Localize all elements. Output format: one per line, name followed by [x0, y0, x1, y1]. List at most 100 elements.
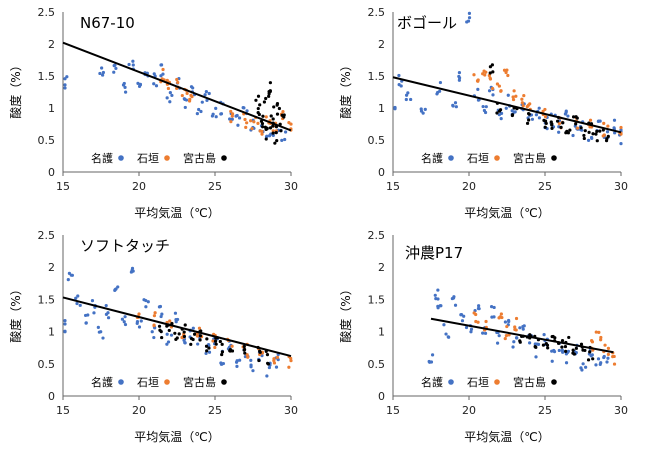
data-point — [168, 100, 172, 104]
data-point — [265, 374, 269, 378]
data-point — [189, 93, 193, 97]
data-point — [193, 332, 197, 336]
data-point — [63, 77, 67, 81]
data-point — [205, 98, 209, 102]
data-point — [564, 349, 568, 354]
data-point — [246, 355, 250, 359]
data-point — [271, 124, 275, 128]
data-point — [272, 361, 277, 365]
data-point — [139, 319, 143, 323]
data-point — [271, 129, 275, 133]
data-point — [484, 70, 488, 74]
data-point — [230, 344, 234, 348]
y-tick-label: 0 — [378, 166, 385, 179]
data-point — [404, 93, 409, 97]
x-tick-label: 15 — [56, 404, 70, 417]
data-point — [176, 80, 180, 85]
data-point — [213, 339, 218, 343]
data-point — [469, 327, 474, 331]
data-point — [613, 131, 617, 135]
data-point — [214, 342, 218, 346]
data-point — [606, 352, 610, 356]
data-point — [495, 82, 500, 86]
data-point — [235, 113, 239, 118]
data-point — [258, 103, 262, 107]
x-axis-label: 平均気温（℃） — [134, 429, 219, 444]
data-point — [182, 330, 186, 334]
data-point — [491, 86, 495, 91]
data-point — [574, 346, 578, 350]
data-point — [533, 342, 537, 346]
data-point — [180, 93, 184, 98]
data-point — [513, 325, 517, 329]
data-point — [84, 321, 88, 325]
data-point — [584, 365, 588, 369]
data-point — [527, 112, 531, 116]
data-point — [106, 316, 111, 320]
data-point — [281, 109, 285, 114]
data-point — [511, 97, 516, 102]
data-point — [476, 320, 480, 324]
legend-label: 名護 — [421, 375, 443, 389]
data-point — [160, 312, 164, 316]
data-point — [260, 121, 265, 126]
data-point — [397, 73, 401, 78]
data-point — [575, 126, 580, 130]
data-point — [612, 354, 616, 359]
data-point — [65, 75, 69, 79]
x-tick-label: 25 — [208, 404, 222, 417]
data-point — [166, 86, 171, 91]
data-point — [606, 346, 611, 350]
data-point — [595, 129, 599, 133]
legend-marker — [164, 155, 170, 161]
data-point — [514, 316, 519, 321]
data-point — [287, 365, 291, 369]
y-tick-label: 2 — [378, 261, 385, 274]
data-point — [275, 139, 279, 143]
data-point — [63, 83, 67, 87]
data-point — [211, 112, 215, 116]
data-point — [160, 335, 164, 340]
data-point — [159, 74, 163, 78]
y-tick-label: 2.5 — [368, 6, 386, 19]
data-point — [472, 73, 476, 77]
data-point — [207, 91, 211, 96]
data-point — [264, 137, 268, 141]
x-tick-label: 15 — [386, 180, 400, 193]
data-point — [283, 130, 288, 134]
data-point — [238, 358, 242, 362]
data-point — [525, 104, 529, 109]
y-tick-label: 0 — [378, 390, 385, 403]
data-point — [521, 104, 525, 108]
data-point — [138, 82, 143, 86]
data-point — [274, 130, 278, 135]
data-point — [275, 112, 280, 116]
data-point — [453, 303, 458, 307]
data-point — [528, 102, 532, 106]
data-point — [588, 125, 592, 129]
data-point — [433, 293, 437, 297]
data-point — [504, 333, 508, 338]
data-point — [229, 120, 233, 124]
data-point — [481, 104, 485, 109]
data-point — [477, 304, 481, 308]
data-point — [511, 345, 515, 349]
legend-label: 石垣 — [137, 376, 159, 389]
data-point — [499, 312, 503, 316]
data-point — [506, 73, 510, 78]
panel-title: ボゴール — [397, 14, 457, 32]
data-point — [264, 96, 268, 101]
data-point — [235, 364, 239, 368]
data-point — [492, 305, 496, 310]
data-point — [542, 333, 546, 337]
data-point — [467, 16, 472, 20]
data-point — [265, 127, 269, 131]
data-point — [582, 133, 586, 138]
data-point — [204, 351, 208, 356]
data-point — [588, 350, 592, 354]
data-point — [96, 325, 100, 329]
data-point — [256, 121, 260, 125]
data-point — [454, 105, 458, 109]
data-point — [543, 115, 548, 119]
